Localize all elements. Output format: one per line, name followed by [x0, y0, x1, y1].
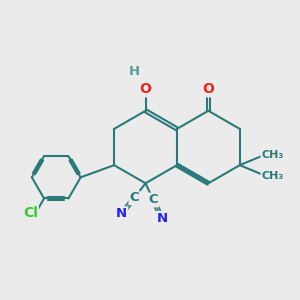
Text: H: H — [129, 65, 140, 78]
Text: CH₃: CH₃ — [261, 150, 284, 160]
Text: Cl: Cl — [23, 206, 38, 220]
Text: N: N — [116, 207, 127, 220]
Text: CH₃: CH₃ — [261, 171, 284, 181]
Text: O: O — [140, 82, 152, 96]
Text: C: C — [129, 191, 139, 204]
Text: N: N — [156, 212, 167, 225]
Text: C: C — [148, 194, 158, 206]
Text: O: O — [202, 82, 214, 96]
